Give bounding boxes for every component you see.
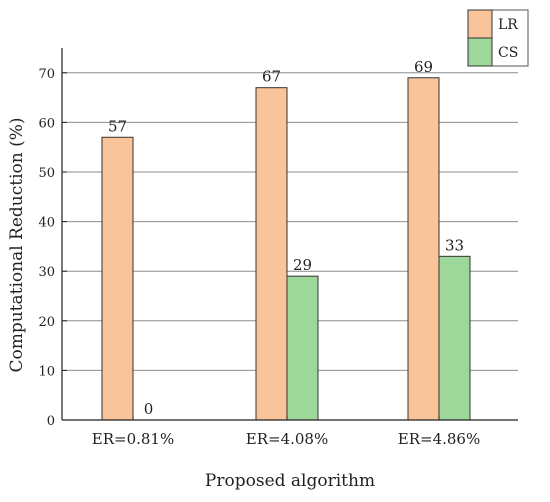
bar-value-label: 0 xyxy=(144,400,154,418)
legend-label: CS xyxy=(498,45,518,61)
bars xyxy=(101,77,471,421)
y-tick-label: 70 xyxy=(38,67,55,82)
y-axis-label: Computational Reduction (%) xyxy=(7,117,27,372)
bar-value-label: 33 xyxy=(445,236,464,254)
bar-value-labels: 57 0 67 29 69 33 xyxy=(108,58,464,418)
x-axis-label: Proposed algorithm xyxy=(205,471,375,491)
legend: LR CS xyxy=(467,9,529,67)
y-tick-label: 30 xyxy=(38,265,55,280)
legend-label: LR xyxy=(498,17,518,33)
y-tick-label: 60 xyxy=(38,116,55,131)
x-tick-label: ER=0.81% xyxy=(92,430,174,448)
bar-lr xyxy=(101,136,134,421)
bar-value-label: 69 xyxy=(414,58,433,76)
bar-value-label: 57 xyxy=(108,117,127,135)
y-tick-label: 50 xyxy=(38,166,55,181)
y-tick-label: 20 xyxy=(38,315,55,330)
axes xyxy=(61,48,518,421)
bar-lr xyxy=(407,77,440,421)
bar-lr xyxy=(255,87,288,421)
legend-swatch-lr xyxy=(467,9,493,39)
bar-cs xyxy=(286,275,319,421)
legend-swatch-cs xyxy=(467,37,493,67)
y-tick-label: 10 xyxy=(38,364,55,379)
x-tick-label: ER=4.08% xyxy=(246,430,328,448)
y-axis-ticks: 0 10 20 30 40 50 60 70 xyxy=(38,67,67,429)
bar-value-label: 29 xyxy=(293,256,312,274)
y-tick-label: 40 xyxy=(38,216,55,231)
y-tick-label: 0 xyxy=(47,414,55,429)
gridlines xyxy=(62,72,518,371)
x-tick-label: ER=4.86% xyxy=(398,430,480,448)
x-axis-ticks: ER=0.81% ER=4.08% ER=4.86% xyxy=(92,415,480,448)
bar-cs xyxy=(438,255,471,421)
bar-value-label: 67 xyxy=(262,68,281,86)
